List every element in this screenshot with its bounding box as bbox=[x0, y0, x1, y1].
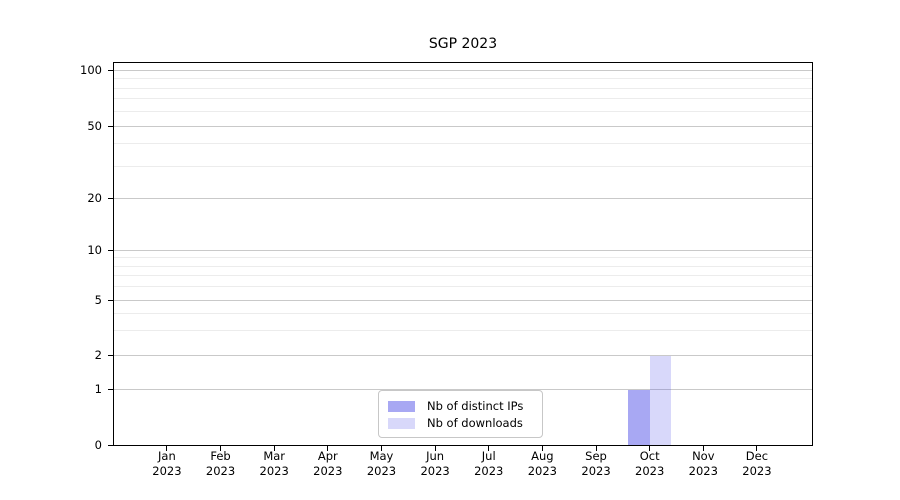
gridline-minor bbox=[114, 313, 812, 315]
gridline-minor bbox=[114, 110, 812, 112]
x-tick-mark bbox=[327, 446, 329, 451]
y-tick-mark bbox=[108, 249, 113, 251]
legend-swatch-downloads bbox=[388, 418, 415, 429]
x-tick-label: Oct 2023 bbox=[635, 449, 665, 478]
x-tick-mark bbox=[380, 446, 382, 451]
gridline-minor bbox=[114, 286, 812, 288]
y-tick-label: 100 bbox=[80, 62, 102, 77]
x-tick-mark bbox=[273, 446, 275, 451]
y-tick-label: 5 bbox=[94, 292, 102, 307]
y-tick-label: 50 bbox=[87, 118, 102, 133]
y-tick-mark bbox=[108, 125, 113, 127]
x-tick-label: Feb 2023 bbox=[205, 449, 236, 478]
x-tick-mark bbox=[595, 446, 597, 451]
x-tick-mark bbox=[220, 446, 222, 451]
y-tick-mark bbox=[108, 69, 113, 71]
x-tick-label: Nov 2023 bbox=[688, 449, 718, 478]
x-tick-mark bbox=[649, 446, 651, 451]
legend: Nb of distinct IPs Nb of downloads bbox=[378, 390, 543, 438]
x-tick-mark bbox=[488, 446, 490, 451]
chart-title: SGP 2023 bbox=[428, 36, 498, 52]
legend-label-downloads: Nb of downloads bbox=[427, 416, 523, 430]
y-tick-mark bbox=[108, 299, 113, 301]
gridline-minor bbox=[114, 87, 812, 89]
gridline-minor bbox=[114, 275, 812, 277]
gridline-minor bbox=[114, 330, 812, 332]
legend-item-downloads: Nb of downloads bbox=[388, 415, 533, 432]
x-tick-label: Sep 2023 bbox=[581, 449, 611, 478]
y-tick-mark bbox=[108, 444, 113, 446]
gridline-major bbox=[114, 299, 812, 301]
x-tick-mark bbox=[756, 446, 758, 451]
y-tick-label: 10 bbox=[87, 242, 102, 257]
y-tick-mark bbox=[108, 197, 113, 199]
y-tick-label: 1 bbox=[94, 382, 102, 396]
x-tick-label: Jul 2023 bbox=[474, 449, 504, 478]
gridline-minor bbox=[114, 78, 812, 79]
y-tick-label: 20 bbox=[87, 190, 102, 205]
legend-label-distinct-ips: Nb of distinct IPs bbox=[427, 399, 524, 413]
x-tick-label: Mar 2023 bbox=[259, 449, 289, 478]
bar-downloads bbox=[649, 355, 671, 445]
y-tick-label: 0 bbox=[94, 437, 102, 452]
x-tick-label: Dec 2023 bbox=[742, 449, 772, 478]
x-tick-mark bbox=[434, 446, 436, 451]
legend-item-distinct-ips: Nb of distinct IPs bbox=[388, 398, 533, 415]
y-tick-mark bbox=[108, 355, 113, 356]
x-tick-label: Jan 2023 bbox=[152, 449, 182, 478]
gridline-minor bbox=[114, 98, 812, 100]
gridline-minor bbox=[114, 165, 812, 167]
gridline-minor bbox=[114, 257, 812, 259]
bar-distinct-ips bbox=[628, 389, 650, 445]
gridline-major bbox=[114, 389, 812, 390]
y-tick-mark bbox=[108, 389, 113, 390]
gridline-major bbox=[114, 249, 812, 251]
x-tick-label: Aug 2023 bbox=[527, 449, 558, 478]
x-tick-mark bbox=[541, 446, 543, 451]
gridline-minor bbox=[114, 265, 812, 267]
gridline-major bbox=[114, 197, 812, 199]
x-tick-label: May 2023 bbox=[366, 449, 397, 478]
gridline-minor bbox=[114, 143, 812, 145]
gridline-major bbox=[114, 355, 812, 356]
legend-swatch-distinct-ips bbox=[388, 401, 415, 412]
x-tick-label: Apr 2023 bbox=[313, 449, 343, 478]
x-tick-label: Jun 2023 bbox=[420, 449, 450, 478]
gridline-major bbox=[114, 125, 812, 127]
y-tick-label: 2 bbox=[94, 348, 102, 362]
gridline-major bbox=[114, 69, 812, 71]
x-tick-mark bbox=[166, 446, 168, 451]
x-tick-mark bbox=[702, 446, 704, 451]
